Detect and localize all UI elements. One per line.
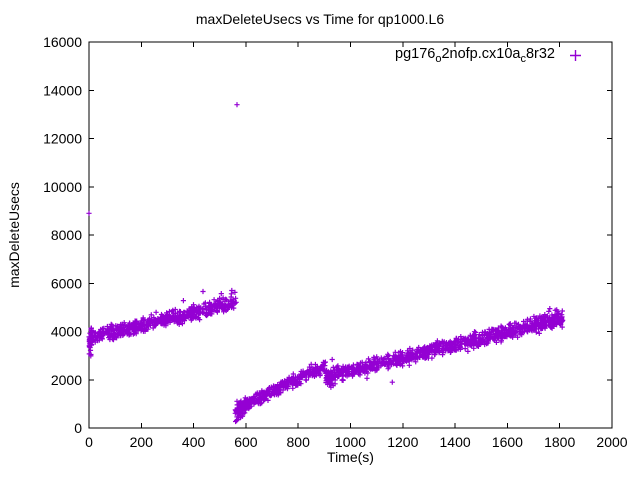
y-tick-label: 0 [74, 420, 82, 436]
legend-label-part: 2nofp.cx10a [441, 46, 521, 62]
chart-title: maxDeleteUsecs vs Time for qp1000.L6 [195, 11, 445, 27]
x-tick-label: 0 [85, 434, 93, 450]
x-tick-label: 200 [130, 434, 154, 450]
x-tick-labels: 0 200 400 600 800 1000 1200 1400 1600 1800 2000 [85, 434, 628, 450]
y-tick-label: 14000 [43, 82, 82, 98]
legend-label-subscript: c [520, 52, 526, 65]
x-tick-label: 2000 [596, 434, 627, 450]
x-tick-label: 1600 [492, 434, 523, 450]
legend-label-part: 8r32 [525, 46, 555, 62]
x-axis-label: Time(s) [327, 449, 374, 465]
x-tick-label: 1800 [544, 434, 575, 450]
x-tick-label: 1000 [335, 434, 366, 450]
y-tick-label: 16000 [43, 34, 82, 50]
y-tick-label: 12000 [43, 131, 82, 147]
legend: pg176o2nofp.cx10ac8r32 [395, 46, 583, 65]
y-tick-label: 4000 [51, 324, 82, 340]
legend-marker-plus-icon [568, 48, 583, 63]
x-tick-label: 1200 [387, 434, 418, 450]
scatter-points [86, 102, 566, 425]
x-tick-label: 600 [234, 434, 258, 450]
legend-label-subscript: o [435, 52, 442, 65]
y-tick-label: 8000 [51, 227, 82, 243]
y-tick-label: 2000 [51, 372, 82, 388]
x-tick-label: 800 [287, 434, 311, 450]
y-tick-label: 10000 [43, 179, 82, 195]
legend-series-label: pg176o2nofp.cx10ac8r32 [395, 46, 555, 65]
y-axis-label: maxDeleteUsecs [6, 182, 22, 288]
legend-label-part: pg176 [395, 46, 436, 62]
x-tick-label: 400 [182, 434, 206, 450]
y-tick-label: 6000 [51, 275, 82, 291]
y-tick-labels: 0 2000 4000 6000 8000 10000 12000 14000 16000 [43, 34, 82, 436]
x-tick-label: 1400 [440, 434, 471, 450]
